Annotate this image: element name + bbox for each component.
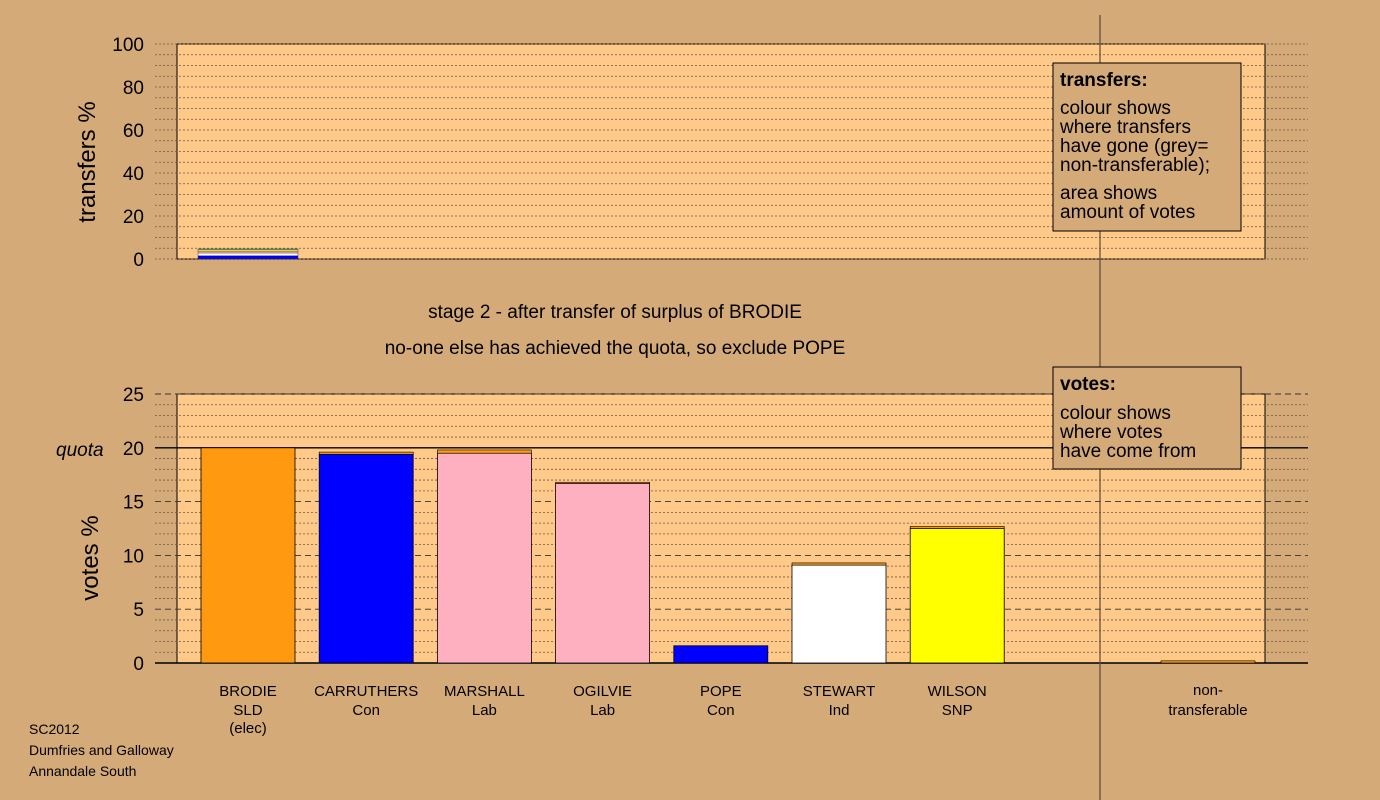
candidate-party: Lab — [472, 702, 497, 719]
votes-tick-label: 5 — [133, 600, 144, 621]
vote-bar — [673, 645, 769, 664]
candidate-name: STEWART — [803, 683, 876, 700]
footer-line-3: Annandale South — [29, 763, 136, 779]
quota-label: quota — [56, 440, 104, 461]
vote-bar-transfer — [909, 526, 1005, 529]
transfers-tick-label: 40 — [123, 164, 144, 185]
transfers-tick-label: 100 — [112, 35, 144, 56]
transfers-tick-label: 20 — [123, 207, 144, 228]
transfers-legend-line-6: amount of votes — [1060, 202, 1195, 223]
candidate-name: WILSON — [928, 683, 987, 700]
transfers-legend-line-5: area shows — [1060, 183, 1157, 204]
vote-bar-transfer — [437, 449, 532, 454]
votes-tick-label: 0 — [133, 654, 144, 675]
candidate-name: POPE — [700, 683, 742, 700]
transfers-legend-line-2: where transfers — [1059, 117, 1191, 138]
vote-bar — [791, 564, 887, 664]
votes-tick-label: 15 — [123, 493, 144, 514]
vote-bar — [318, 453, 414, 664]
votes-legend-box — [1052, 366, 1242, 470]
vote-bar-transfer — [318, 451, 414, 455]
candidate-name: MARSHALL — [444, 683, 525, 700]
transfers-legend-box — [1052, 62, 1242, 232]
candidate-name: OGILVIE — [573, 683, 632, 700]
stage-line-2: no-one else has achieved the quota, so e… — [385, 338, 846, 359]
votes-legend-line-1: colour shows — [1060, 403, 1171, 424]
transfer-band — [197, 252, 299, 256]
vote-bar — [555, 482, 650, 664]
transfers-legend-title: transfers: — [1060, 70, 1148, 91]
footer-line-2: Dumfries and Galloway — [29, 742, 174, 758]
vote-bar — [436, 452, 532, 664]
votes-bars — [200, 447, 1256, 664]
non-transferable-label-1: non- — [1193, 682, 1223, 699]
vote-bar — [200, 447, 296, 664]
transfers-legend-line-4: non-transferable); — [1060, 155, 1210, 176]
non-transferable-bar — [1160, 660, 1256, 664]
votes-legend-line-2: where votes — [1059, 422, 1162, 443]
transfers-bands — [197, 248, 299, 260]
candidate-party: Lab — [590, 702, 615, 719]
candidate-name: BRODIE — [219, 683, 277, 700]
transfers-y-ticks: 0 20 40 60 80 100 — [112, 35, 144, 271]
votes-y-ticks: 0 5 10 15 20 25 — [123, 385, 144, 675]
non-transferable-label-2: transferable — [1168, 702, 1247, 719]
candidate-name: CARRUTHERS — [314, 683, 418, 700]
transfers-legend: transfers: colour shows where transfers … — [1052, 62, 1242, 232]
transfers-tick-label: 60 — [123, 121, 144, 142]
transfers-legend-line-1: colour shows — [1060, 98, 1171, 119]
transfer-band — [197, 248, 299, 250]
votes-legend-title: votes: — [1060, 374, 1116, 395]
stage-line-1: stage 2 - after transfer of surplus of B… — [428, 302, 802, 323]
transfers-axis-title: transfers % — [74, 101, 101, 222]
transfers-legend-line-3: have gone (grey= — [1060, 136, 1208, 157]
footer-line-1: SC2012 — [29, 721, 80, 737]
transfer-band — [197, 250, 299, 254]
candidate-labels: BRODIE SLD(elec) CARRUTHERS Con MARSHALL Lab O… — [219, 682, 1247, 737]
votes-tick-label: 25 — [123, 385, 144, 406]
candidate-party: Con — [352, 702, 380, 719]
votes-tick-label: 20 — [123, 439, 144, 460]
votes-axis-title: votes % — [77, 515, 104, 600]
transfer-band — [197, 255, 299, 260]
votes-legend-line-3: have come from — [1060, 441, 1196, 462]
candidate-party: Con — [707, 702, 735, 719]
votes-tick-label: 10 — [123, 546, 144, 567]
vote-bar-transfer — [555, 481, 650, 484]
votes-legend: votes: colour shows where votes have com… — [1052, 366, 1242, 470]
candidate-party: Ind — [829, 702, 850, 719]
candidate-party: SLD — [233, 702, 262, 719]
candidate-note: (elec) — [229, 720, 267, 737]
transfers-tick-label: 0 — [133, 250, 144, 271]
candidate-party: SNP — [942, 702, 973, 719]
vote-bar — [909, 528, 1005, 664]
transfers-tick-label: 80 — [123, 78, 144, 99]
vote-bar-transfer — [791, 562, 887, 566]
